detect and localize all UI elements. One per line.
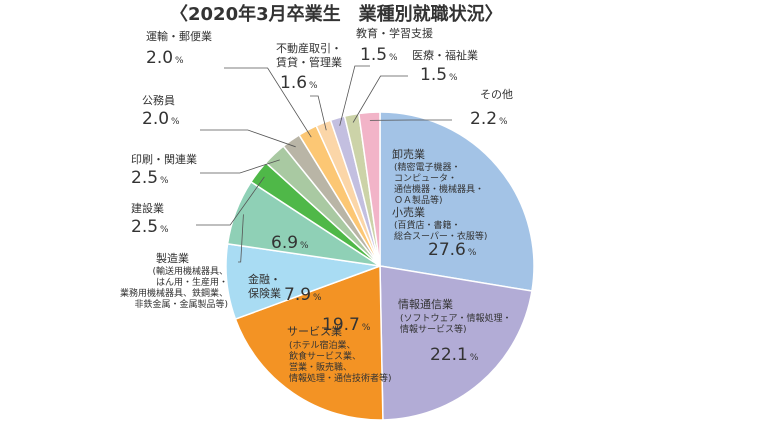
slice-4-detail-label: 非鉄金属・金属製品等)	[134, 298, 228, 310]
slice-4-category-label: 製造業	[156, 251, 189, 265]
slice-5-category-label: 建設業	[131, 201, 164, 215]
slice-2-detail-label: 情報処理・通信技術者等)	[289, 372, 392, 384]
slice-0-detail-label: ＯＡ製品等)	[394, 194, 443, 206]
slice-11-leader	[352, 75, 408, 123]
slice-0-value-label: 27.6%	[428, 240, 477, 260]
slice-1-detail-label: 情報サービス等)	[400, 323, 467, 335]
slice-1-detail-label: (ソフトウェア・情報処理・	[400, 312, 512, 324]
slice-2-wedge	[234, 264, 384, 421]
slice-6-leader	[200, 159, 280, 174]
slice-5-value-label: 2.5%	[131, 217, 169, 237]
slice-11-category-label: 医療・福祉業	[412, 48, 478, 62]
slice-9-value-label: 1.6%	[280, 73, 318, 93]
slice-0-detail-label: コンピュータ・	[394, 173, 457, 184]
slice-1-wedge	[379, 265, 533, 421]
slice-10-category-label: 教育・学習支援	[356, 26, 433, 40]
slice-2-detail-label: (ホテル宿泊業、	[289, 339, 356, 351]
slice-7-leader	[200, 129, 296, 148]
slice-0-detail-label: 総合スーパー・衣服等)	[394, 230, 487, 242]
slice-1-value-label: 22.1%	[430, 345, 479, 365]
slice-0-category-label: 卸売業	[392, 147, 425, 161]
slice-2-detail-label: 飲食サービス業、	[289, 350, 361, 362]
slice-8-leader	[224, 67, 312, 138]
slice-0-category-label: 小売業	[392, 206, 425, 219]
slice-9-leader	[310, 95, 327, 131]
slice-4-value-label: 6.9%	[271, 233, 309, 253]
slice-7-category-label: 公務員	[142, 93, 175, 107]
slice-4-detail-label: 業務用機械器具、鉄鋼業、	[120, 287, 228, 299]
slice-5-leader	[196, 176, 265, 226]
slice-10-leader	[339, 65, 370, 126]
slice-4-detail-label: (輸送用機械器具、	[152, 265, 228, 277]
pie-slices	[225, 111, 535, 421]
slice-3-category-label: 保険業	[248, 286, 281, 300]
slice-3-category-label: 金融・	[248, 272, 281, 286]
slice-6-value-label: 2.5%	[131, 168, 169, 188]
slice-9-category-label: 不動産取引・	[276, 41, 342, 55]
slice-0-wedge	[379, 111, 535, 292]
slice-0-detail-label: (精密電子機器・	[394, 161, 461, 173]
slice-10-value-label: 1.5%	[360, 45, 398, 65]
slice-4-leader	[238, 214, 244, 263]
slice-11-value-label: 1.5%	[420, 65, 458, 85]
slice-12-category-label: その他	[480, 88, 513, 101]
slice-2-category-label: サービス業	[287, 325, 342, 338]
slice-7-value-label: 2.0%	[142, 109, 180, 129]
slice-2-value-label: 19.7%	[322, 315, 371, 335]
slice-8-category-label: 運輸・郵便業	[146, 29, 212, 43]
slice-0-detail-label: 通信機器・機械器具・	[394, 183, 484, 195]
slice-8-value-label: 2.0%	[146, 48, 184, 68]
slice-9-category-label: 賃貸・管理業	[276, 55, 342, 69]
leader-lines	[196, 65, 452, 263]
chart-title: 〈2020年3月卒業生 業種別就職状況〉	[170, 3, 503, 25]
slice-6-category-label: 印刷・関連業	[131, 152, 197, 166]
slice-3-value-label: 7.9%	[284, 285, 322, 305]
slice-0-detail-label: (百貨店・書籍・	[394, 219, 461, 231]
slice-2-detail-label: 営業・販売職、	[289, 361, 352, 373]
slice-1-category-label: 情報通信業	[398, 298, 453, 311]
slice-4-detail-label: はん用・生産用・	[156, 276, 228, 288]
slice-12-value-label: 2.2%	[470, 109, 508, 129]
